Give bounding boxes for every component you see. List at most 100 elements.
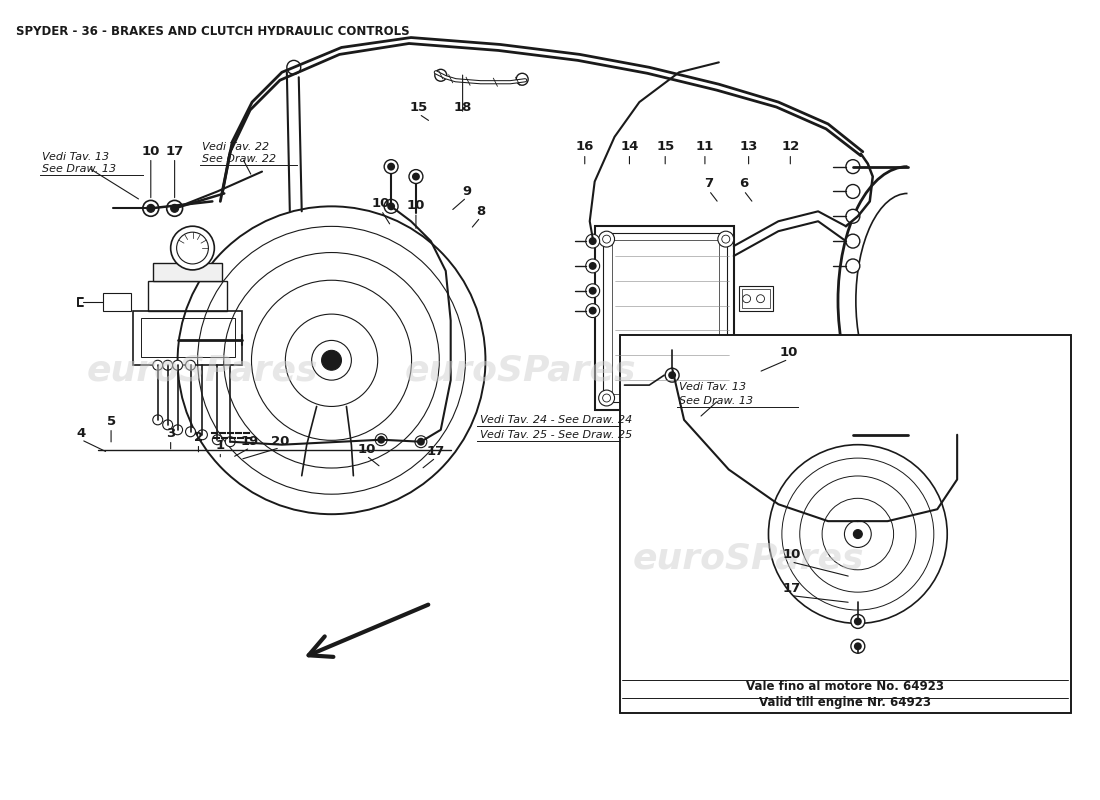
Text: Vedi Tav. 25 - See Draw. 25: Vedi Tav. 25 - See Draw. 25 bbox=[481, 430, 632, 440]
Circle shape bbox=[585, 259, 600, 273]
Text: 3: 3 bbox=[166, 427, 175, 440]
Text: SPYDER - 36 - BRAKES AND CLUTCH HYDRAULIC CONTROLS: SPYDER - 36 - BRAKES AND CLUTCH HYDRAULI… bbox=[15, 25, 409, 38]
Circle shape bbox=[590, 238, 596, 244]
Circle shape bbox=[153, 360, 163, 370]
Circle shape bbox=[742, 294, 750, 302]
Circle shape bbox=[603, 235, 611, 243]
Circle shape bbox=[163, 420, 173, 430]
Circle shape bbox=[418, 438, 424, 445]
Circle shape bbox=[153, 415, 163, 425]
Text: 18: 18 bbox=[453, 101, 472, 114]
Text: 10: 10 bbox=[358, 443, 375, 456]
Text: 7: 7 bbox=[704, 177, 714, 190]
Text: 17: 17 bbox=[782, 582, 801, 595]
Text: euroSPares: euroSPares bbox=[87, 354, 318, 387]
Circle shape bbox=[590, 288, 596, 294]
Circle shape bbox=[757, 294, 764, 302]
Circle shape bbox=[388, 203, 394, 210]
Text: See Draw. 22: See Draw. 22 bbox=[202, 154, 276, 164]
Text: 12: 12 bbox=[781, 140, 800, 154]
Text: Vedi Tav. 13: Vedi Tav. 13 bbox=[679, 382, 746, 392]
Circle shape bbox=[223, 253, 439, 468]
Bar bbox=[103, 293, 131, 310]
Circle shape bbox=[666, 368, 679, 382]
Text: 1: 1 bbox=[216, 439, 224, 452]
Circle shape bbox=[186, 360, 196, 370]
Bar bbox=[619, 335, 1071, 713]
Circle shape bbox=[415, 436, 427, 448]
Circle shape bbox=[855, 643, 861, 650]
Bar bbox=[619, 335, 1071, 713]
Circle shape bbox=[585, 234, 600, 248]
Circle shape bbox=[769, 445, 947, 623]
Text: 11: 11 bbox=[696, 140, 714, 154]
Circle shape bbox=[855, 618, 861, 625]
Circle shape bbox=[782, 458, 934, 610]
Text: Vale fino al motore No. 64923: Vale fino al motore No. 64923 bbox=[746, 679, 944, 693]
Circle shape bbox=[722, 394, 729, 402]
Circle shape bbox=[718, 231, 734, 247]
Circle shape bbox=[198, 430, 208, 440]
Circle shape bbox=[845, 521, 871, 547]
Circle shape bbox=[177, 232, 208, 264]
Circle shape bbox=[198, 226, 465, 494]
Text: 15: 15 bbox=[656, 140, 674, 154]
Circle shape bbox=[851, 614, 865, 629]
Circle shape bbox=[186, 427, 196, 437]
Circle shape bbox=[822, 498, 893, 570]
Circle shape bbox=[287, 60, 300, 74]
Text: 20: 20 bbox=[271, 435, 289, 448]
Circle shape bbox=[388, 164, 394, 170]
Circle shape bbox=[170, 226, 214, 270]
Circle shape bbox=[846, 160, 860, 174]
Bar bbox=[603, 233, 727, 402]
Bar bbox=[147, 281, 228, 310]
Text: 10: 10 bbox=[782, 549, 801, 562]
Circle shape bbox=[585, 284, 600, 298]
Circle shape bbox=[384, 199, 398, 214]
Bar bbox=[741, 289, 770, 308]
Circle shape bbox=[163, 360, 173, 370]
Circle shape bbox=[321, 350, 341, 370]
Text: 10: 10 bbox=[779, 346, 798, 359]
Circle shape bbox=[516, 74, 528, 86]
Text: 17: 17 bbox=[427, 445, 444, 458]
Circle shape bbox=[603, 394, 611, 402]
Circle shape bbox=[846, 185, 860, 198]
Text: 4: 4 bbox=[77, 427, 86, 440]
Circle shape bbox=[173, 425, 183, 434]
Circle shape bbox=[846, 259, 860, 273]
Circle shape bbox=[854, 530, 862, 538]
Circle shape bbox=[173, 360, 183, 370]
Text: See Draw. 13: See Draw. 13 bbox=[42, 163, 116, 174]
Text: Vedi Tav. 13: Vedi Tav. 13 bbox=[42, 152, 109, 162]
Circle shape bbox=[598, 231, 615, 247]
Circle shape bbox=[846, 210, 860, 223]
Circle shape bbox=[226, 437, 235, 446]
Text: 10: 10 bbox=[407, 199, 425, 212]
Bar bbox=[595, 226, 734, 410]
Circle shape bbox=[851, 639, 865, 654]
Circle shape bbox=[434, 70, 447, 82]
Circle shape bbox=[378, 437, 384, 442]
Text: 15: 15 bbox=[410, 101, 428, 114]
Circle shape bbox=[177, 206, 485, 514]
Circle shape bbox=[375, 434, 387, 446]
Circle shape bbox=[846, 234, 860, 248]
Circle shape bbox=[170, 204, 178, 212]
Text: 16: 16 bbox=[575, 140, 594, 154]
Circle shape bbox=[285, 314, 377, 406]
Bar bbox=[141, 318, 235, 358]
Text: 9: 9 bbox=[462, 185, 471, 198]
Circle shape bbox=[598, 390, 615, 406]
Text: 5: 5 bbox=[107, 415, 116, 428]
Text: 10: 10 bbox=[142, 146, 160, 158]
Text: 14: 14 bbox=[620, 140, 639, 154]
Circle shape bbox=[311, 341, 351, 380]
Text: Valid till engine Nr. 64923: Valid till engine Nr. 64923 bbox=[759, 696, 931, 710]
Text: 19: 19 bbox=[241, 435, 260, 448]
Circle shape bbox=[722, 235, 729, 243]
Text: 6: 6 bbox=[739, 177, 748, 190]
Bar bbox=[133, 310, 242, 366]
Circle shape bbox=[384, 160, 398, 174]
